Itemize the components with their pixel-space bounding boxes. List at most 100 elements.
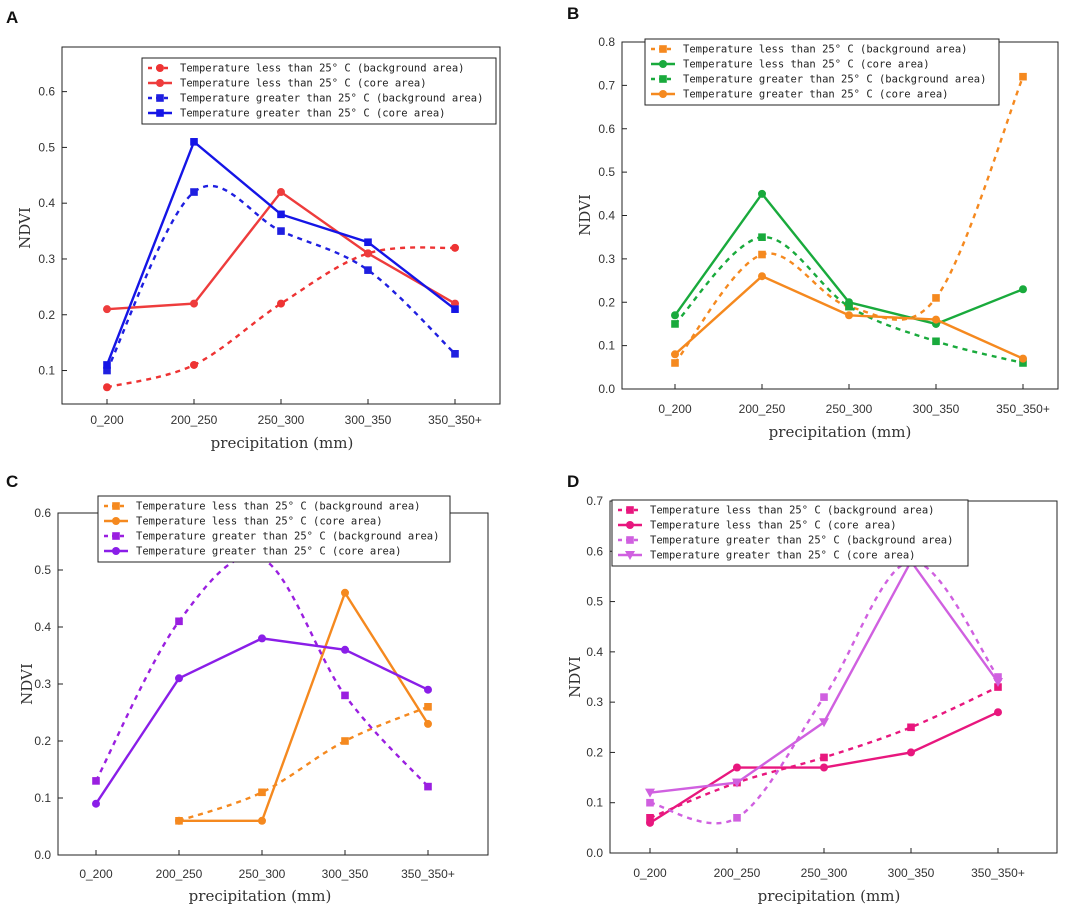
legend-swatch-marker bbox=[626, 506, 634, 514]
series-line bbox=[105, 139, 456, 366]
legend-swatch-marker bbox=[625, 551, 635, 560]
y-tick-label: 0.5 bbox=[586, 595, 603, 609]
x-tick-label: 0_200 bbox=[79, 867, 113, 881]
x-axis-title: precipitation (mm) bbox=[211, 434, 354, 452]
data-point bbox=[820, 693, 828, 701]
x-tick-label: 250_300 bbox=[239, 867, 286, 881]
y-tick-label: 0.3 bbox=[38, 252, 55, 266]
y-tick-label: 0.5 bbox=[38, 140, 55, 154]
data-point bbox=[932, 315, 940, 324]
data-point bbox=[758, 250, 766, 259]
legend-label: Temperature less than 25° C (background … bbox=[136, 501, 420, 513]
data-point bbox=[732, 778, 742, 788]
series-4 bbox=[103, 138, 459, 369]
series-2 bbox=[103, 188, 459, 314]
data-point bbox=[190, 138, 198, 146]
data-point bbox=[341, 588, 349, 597]
legend-box bbox=[97, 495, 451, 563]
data-point bbox=[103, 383, 111, 392]
data-point bbox=[646, 798, 654, 807]
data-point bbox=[820, 753, 828, 762]
y-tick-label: 0.0 bbox=[34, 848, 51, 862]
series-3 bbox=[671, 233, 1027, 367]
data-point bbox=[364, 249, 372, 258]
legend-label: Temperature greater than 25° C (backgrou… bbox=[650, 535, 953, 547]
y-tick-label: 0.4 bbox=[598, 209, 615, 223]
data-point bbox=[1019, 354, 1027, 363]
chart-panel-b: B 0.0 0.1 0.2 0.3 0.4 0.5 0.6 0.7 0.8 0_200 200_250… bbox=[567, 4, 1059, 441]
y-tick-label: 0.6 bbox=[586, 544, 603, 558]
x-tick-label: 250_300 bbox=[258, 413, 305, 427]
data-point bbox=[451, 349, 459, 358]
y-tick-label: 0.1 bbox=[38, 364, 55, 378]
y-tick-label: 0.1 bbox=[598, 339, 615, 353]
data-point bbox=[733, 814, 741, 822]
data-point bbox=[277, 227, 285, 235]
y-tick-label: 0.2 bbox=[38, 308, 55, 322]
y-tick-label: 0.3 bbox=[598, 252, 615, 266]
data-point bbox=[907, 723, 915, 732]
chart-panel-d: D 0.0 0.1 0.2 0.3 0.4 0.5 0.6 0.7 0_200 200_250 250… bbox=[566, 472, 1058, 905]
data-point bbox=[92, 799, 100, 808]
series-line bbox=[106, 246, 456, 389]
y-tick-label: 0.2 bbox=[34, 734, 51, 748]
data-point bbox=[1019, 285, 1027, 294]
data-point bbox=[364, 238, 372, 247]
data-point bbox=[258, 816, 266, 825]
data-point bbox=[733, 763, 741, 772]
legend-label: Temperature less than 25° C (core area) bbox=[683, 59, 930, 71]
data-point bbox=[994, 708, 1002, 717]
data-point bbox=[103, 305, 111, 314]
legend-label: Temperature greater than 25° C (backgrou… bbox=[180, 93, 483, 105]
series-line bbox=[674, 76, 1025, 364]
x-tick-label: 200_250 bbox=[171, 413, 218, 427]
y-axis-title: NDVI bbox=[576, 194, 594, 236]
legend: Temperature less than 25° C (background … bbox=[611, 499, 969, 567]
panel-letter: A bbox=[6, 8, 18, 27]
series-3 bbox=[103, 184, 459, 375]
data-point bbox=[424, 719, 432, 728]
legend-label: Temperature greater than 25° C (core are… bbox=[650, 550, 916, 562]
data-point bbox=[994, 673, 1002, 681]
legend-swatch-marker bbox=[659, 75, 667, 83]
data-point bbox=[646, 818, 654, 827]
series-1 bbox=[175, 703, 432, 825]
x-axis-title: precipitation (mm) bbox=[189, 887, 332, 905]
legend-swatch-marker bbox=[112, 532, 120, 540]
data-point bbox=[671, 359, 679, 367]
y-tick-label: 0.5 bbox=[34, 563, 51, 577]
data-point bbox=[175, 816, 183, 825]
legend-swatch-marker bbox=[156, 79, 164, 87]
legend-label: Temperature greater than 25° C (backgrou… bbox=[136, 531, 439, 543]
x-tick-label: 350_350+ bbox=[996, 402, 1050, 416]
legend-label: Temperature less than 25° C (core area) bbox=[136, 516, 383, 528]
series-2 bbox=[671, 189, 1027, 328]
series-1 bbox=[671, 72, 1027, 367]
data-point bbox=[258, 788, 266, 797]
data-point bbox=[1019, 359, 1027, 367]
y-tick-label: 0.5 bbox=[598, 165, 615, 179]
x-tick-label: 200_250 bbox=[714, 866, 761, 880]
data-point bbox=[258, 634, 266, 643]
legend-swatch-marker bbox=[626, 521, 634, 529]
x-tick-label: 300_350 bbox=[888, 866, 935, 880]
data-point bbox=[364, 266, 372, 274]
x-tick-label: 250_300 bbox=[826, 402, 873, 416]
data-point bbox=[820, 763, 828, 772]
y-axis-title: NDVI bbox=[18, 663, 36, 705]
y-tick-label: 0.0 bbox=[586, 846, 603, 860]
series-line bbox=[178, 705, 429, 822]
data-point bbox=[819, 718, 829, 728]
series-line bbox=[649, 560, 999, 825]
legend-label: Temperature greater than 25° C (backgrou… bbox=[683, 74, 986, 86]
chart-panel-c: C 0.0 0.1 0.2 0.3 0.4 0.5 0.6 0_200 200_250 250_30… bbox=[6, 472, 489, 905]
legend: Temperature less than 25° C (background … bbox=[97, 495, 451, 563]
data-point bbox=[424, 782, 432, 791]
data-point bbox=[341, 691, 349, 700]
y-tick-label: 0.2 bbox=[586, 745, 603, 759]
data-point bbox=[103, 361, 111, 369]
plot-frame bbox=[57, 512, 489, 856]
legend-label: Temperature less than 25° C (background … bbox=[683, 44, 967, 56]
data-point bbox=[277, 188, 285, 197]
data-point bbox=[907, 748, 915, 757]
